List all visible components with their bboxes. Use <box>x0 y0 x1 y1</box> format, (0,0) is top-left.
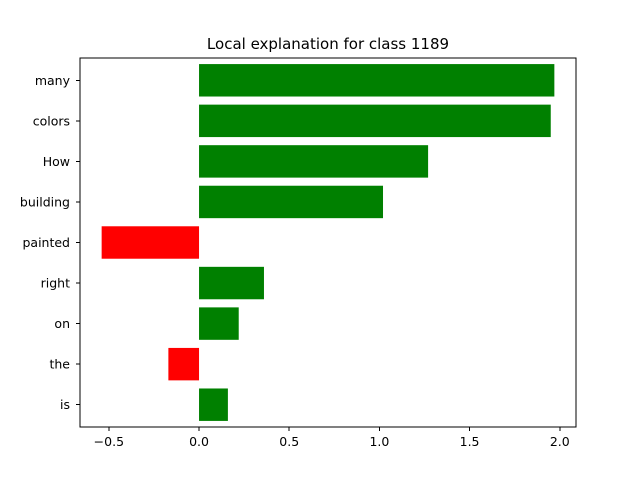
x-axis-ticks: −0.5 0.0 0.5 1.0 1.5 2.0 <box>94 427 570 449</box>
y-tick-label: painted <box>22 235 70 250</box>
x-tick-label: 2.0 <box>550 434 570 449</box>
y-tick-label: right <box>41 276 70 291</box>
y-tick-label: colors <box>33 113 70 128</box>
bar-colors <box>199 104 551 138</box>
plot-frame <box>79 57 577 428</box>
y-tick-label: on <box>54 316 70 331</box>
x-tick-label: −0.5 <box>94 434 124 449</box>
y-tick-label: many <box>35 73 71 88</box>
bar-the <box>168 347 200 381</box>
y-tick-label: the <box>49 357 70 372</box>
bar-building <box>199 185 384 219</box>
bar-right <box>199 266 264 300</box>
bar-How <box>199 145 429 178</box>
bar-on <box>199 307 239 340</box>
bar-painted <box>101 226 200 259</box>
x-tick-label: 0.5 <box>279 434 299 449</box>
y-tick-label: is <box>60 397 70 412</box>
x-tick-label: 1.5 <box>460 434 480 449</box>
x-tick-label: 0.0 <box>189 434 209 449</box>
x-tick-label: 1.0 <box>369 434 389 449</box>
y-tick-label: How <box>43 154 70 169</box>
bar-many <box>199 64 555 97</box>
bars-group <box>101 64 555 421</box>
bar-is <box>199 388 228 421</box>
y-tick-label: building <box>20 194 70 209</box>
y-axis-ticks: many colors How building painted right on the is <box>20 73 80 412</box>
chart-title: Local explanation for class 1189 <box>207 35 449 53</box>
